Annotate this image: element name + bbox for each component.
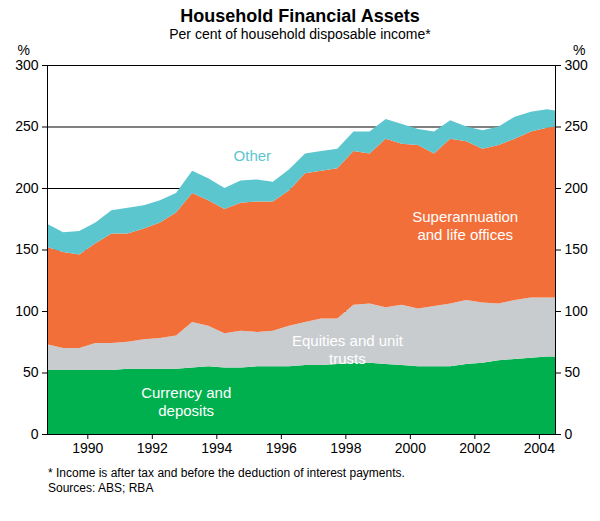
- svg-text:2002: 2002: [459, 440, 490, 456]
- html-text:Per cent of household disposab: Per cent of household disposable income*: [169, 26, 431, 42]
- svg-text:300: 300: [565, 57, 589, 73]
- svg-text:250: 250: [15, 118, 39, 134]
- svg-text:%: %: [18, 42, 30, 58]
- html-text:Sources: ABS; RBA: Sources: ABS; RBA: [48, 481, 154, 495]
- svg-text:300: 300: [15, 57, 39, 73]
- html-text:Household Financial Assets: Household Financial Assets: [180, 6, 420, 26]
- svg-text:150: 150: [15, 241, 39, 257]
- svg-text:1996: 1996: [266, 440, 297, 456]
- svg-text:2004: 2004: [524, 440, 555, 456]
- svg-text:2000: 2000: [395, 440, 426, 456]
- svg-text:%: %: [573, 42, 585, 58]
- svg-text:50: 50: [565, 364, 581, 380]
- svg-text:200: 200: [15, 180, 39, 196]
- svg-text:50: 50: [23, 364, 39, 380]
- svg-text:100: 100: [15, 303, 39, 319]
- svg-text:1992: 1992: [137, 440, 168, 456]
- svg-text:1998: 1998: [330, 440, 361, 456]
- svg-text:150: 150: [565, 241, 589, 257]
- svg-text:1994: 1994: [201, 440, 232, 456]
- svg-text:Equities and unittrusts: Equities and unittrusts: [292, 332, 404, 367]
- svg-text:Currency anddeposits: Currency anddeposits: [141, 384, 231, 419]
- svg-text:0: 0: [565, 426, 573, 442]
- svg-text:Superannuationand life offices: Superannuationand life offices: [412, 208, 518, 243]
- html-text:* Income is after tax and befo: * Income is after tax and before the ded…: [48, 466, 405, 480]
- svg-text:1990: 1990: [72, 440, 103, 456]
- svg-text:0: 0: [31, 426, 39, 442]
- svg-text:Other: Other: [234, 147, 272, 164]
- svg-text:200: 200: [565, 180, 589, 196]
- svg-text:250: 250: [565, 118, 589, 134]
- svg-text:100: 100: [565, 303, 589, 319]
